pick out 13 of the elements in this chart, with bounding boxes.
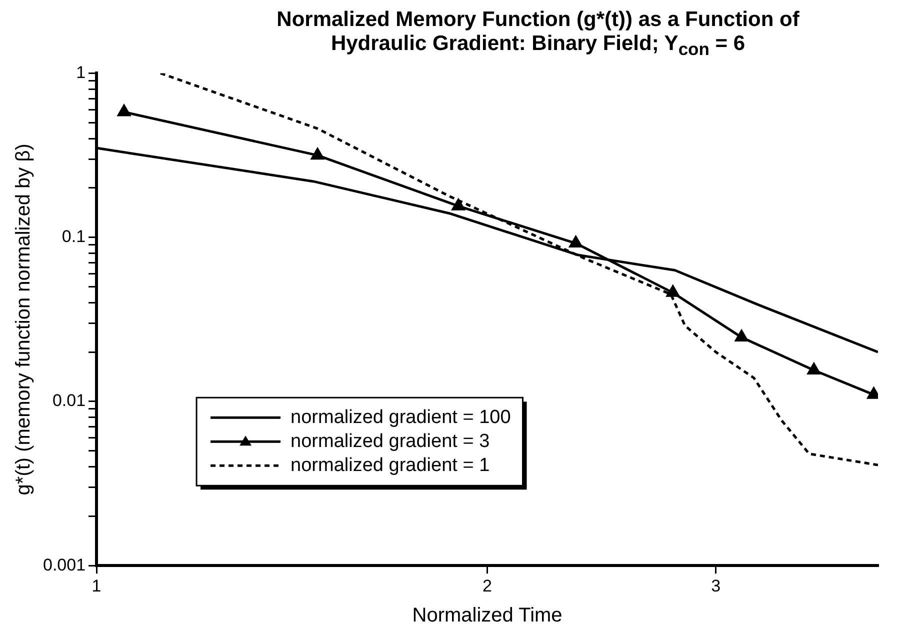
chart-title: Normalized Memory Function (g*(t)) as a Function of Hydraulic Gradient: Binary Field; Y$_{con}$ = 6 [276,8,800,60]
y-tick-label: 1 [76,62,86,82]
y-tick-label: 0.1 [62,227,86,246]
y-tick-label: 0.01 [52,391,86,410]
x-tick-label: 1 [92,576,102,596]
legend-label: normalized gradient = 1 [290,454,490,476]
legend-label: normalized gradient = 100 [290,406,511,428]
y-axis-title: g*(t) (memory function normalized by β) [12,144,35,496]
legend-label: normalized gradient = 3 [290,430,490,452]
x-tick-label: 2 [482,576,492,596]
y-tick-label: 0.001 [42,555,86,574]
x-axis-title: Normalized Time [412,604,562,627]
x-tick-label: 3 [711,576,721,596]
